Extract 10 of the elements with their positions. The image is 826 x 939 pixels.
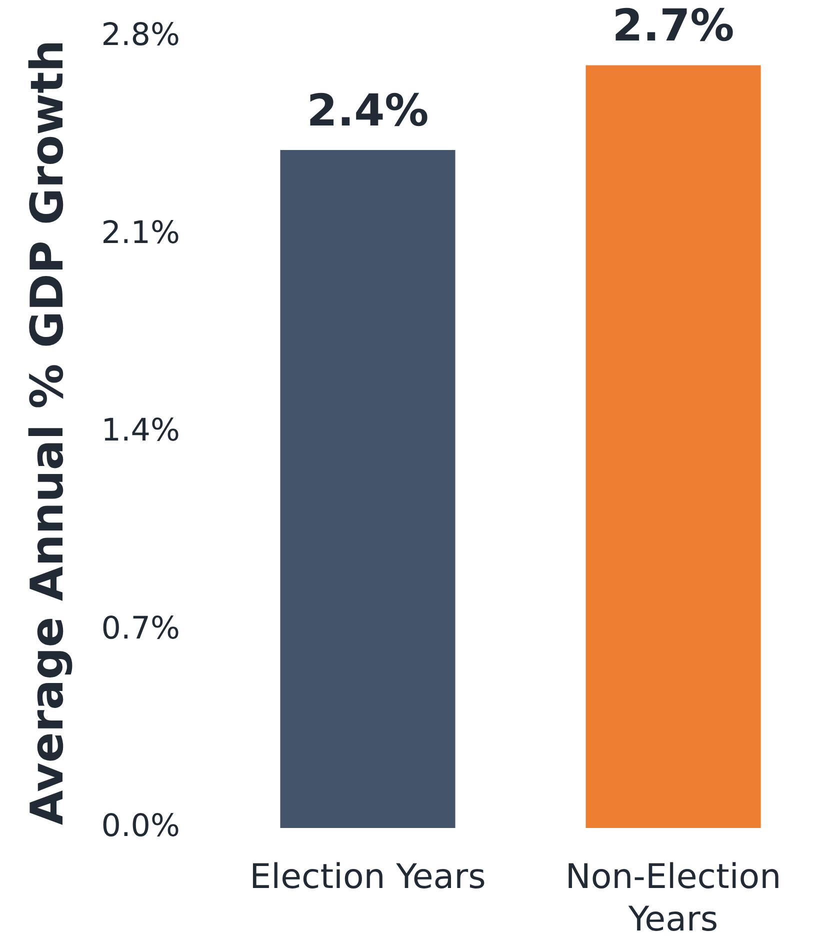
x-tick-label: Election Years (250, 857, 486, 898)
data-label: 2.4% (306, 85, 429, 136)
y-tick-label: 1.4% (101, 412, 180, 449)
y-axis-title: Average Annual % GDP Growth (20, 40, 74, 826)
y-tick-label: 2.1% (101, 214, 180, 251)
y-tick-label: 0.7% (101, 610, 180, 646)
x-tick-label: Non-Election Years (565, 857, 782, 939)
data-label: 2.7% (612, 0, 734, 52)
y-tick-label: 0.0% (101, 808, 180, 844)
y-tick-label: 2.8% (101, 17, 180, 54)
